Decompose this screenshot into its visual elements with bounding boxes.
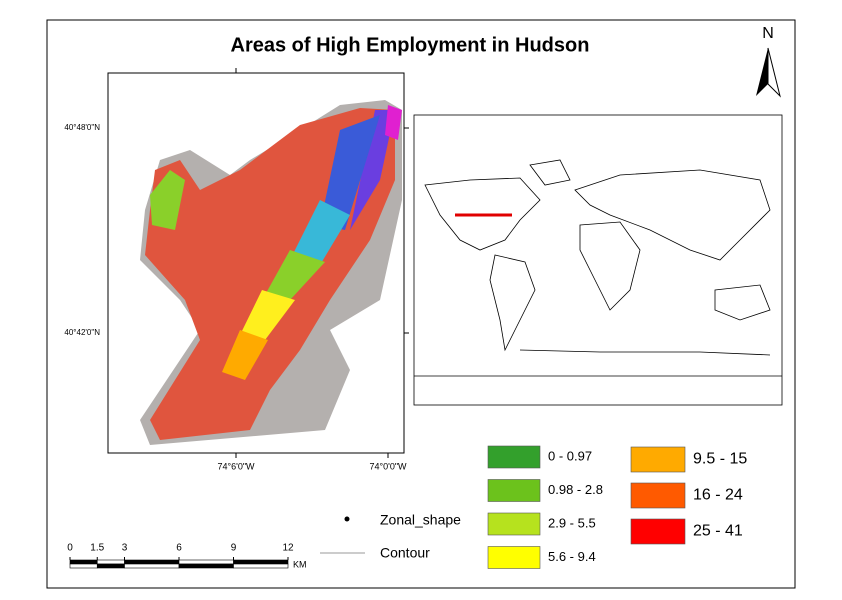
map-title: Areas of High Employment in Hudson [231, 34, 590, 56]
scale-tick-label: 1.5 [90, 543, 104, 554]
latitude-label: 40°48'0"N [64, 123, 100, 132]
main-map: 40°48'0"N 40°42'0"N 74°6'0"W 74°0'0"W [64, 68, 409, 471]
legend-label: 9.5 - 15 [693, 451, 747, 468]
scale-segment [69, 559, 98, 565]
legend-swatch [630, 446, 686, 473]
legend-label: 16 - 24 [693, 487, 743, 504]
scale-segment [124, 559, 180, 565]
legend-swatch [630, 482, 686, 509]
scale-segment [178, 559, 234, 565]
legend-label: Contour [380, 545, 430, 561]
legend-swatch [630, 518, 686, 545]
legend-label: 0 - 0.97 [548, 448, 592, 463]
legend-label: Zonal_shape [380, 512, 461, 528]
legend-point-symbol [344, 516, 350, 522]
scale-segment [233, 559, 289, 565]
legend-swatch [487, 445, 541, 469]
legend-swatch [487, 479, 541, 502]
inset-world-map [413, 114, 783, 406]
scale-segment [96, 559, 125, 565]
legend-label: 2.9 - 5.5 [548, 515, 596, 530]
north-label: N [762, 25, 774, 42]
scale-segment [178, 563, 234, 569]
longitude-label: 74°6'0"W [217, 461, 255, 471]
legend-swatch [487, 546, 541, 569]
longitude-label: 74°0'0"W [369, 461, 407, 471]
legend-label: 5.6 - 9.4 [548, 549, 596, 564]
scale-segment [69, 563, 98, 569]
scale-segment [96, 563, 125, 569]
legend-label: 25 - 41 [693, 523, 743, 540]
scale-bar: 0 1.5 3 6 9 12 KM [67, 543, 306, 570]
scale-tick-label: 0 [67, 543, 73, 554]
legend-label: 0.98 - 2.8 [548, 482, 603, 497]
latitude-label: 40°42'0"N [64, 328, 100, 337]
scale-tick-label: 6 [176, 543, 182, 554]
legend: 0 - 0.97 0.98 - 2.8 2.9 - 5.5 5.6 - 9.4 9.5 … [320, 445, 747, 569]
scale-segment [233, 563, 289, 569]
scale-unit: KM [293, 559, 307, 569]
scale-tick-label: 3 [122, 543, 128, 554]
scale-tick-label: 9 [231, 543, 237, 554]
scale-segment [124, 563, 180, 569]
legend-swatch [487, 512, 541, 536]
scale-tick-label: 12 [282, 543, 294, 554]
north-arrow: N [756, 25, 781, 98]
